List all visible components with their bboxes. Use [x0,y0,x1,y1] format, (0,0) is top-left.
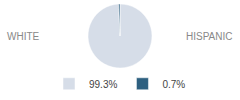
svg-text:HISPANIC: HISPANIC [186,31,233,42]
svg-text:WHITE: WHITE [7,31,40,42]
svg-text:99.3%: 99.3% [89,79,117,90]
svg-text:0.7%: 0.7% [162,79,185,90]
